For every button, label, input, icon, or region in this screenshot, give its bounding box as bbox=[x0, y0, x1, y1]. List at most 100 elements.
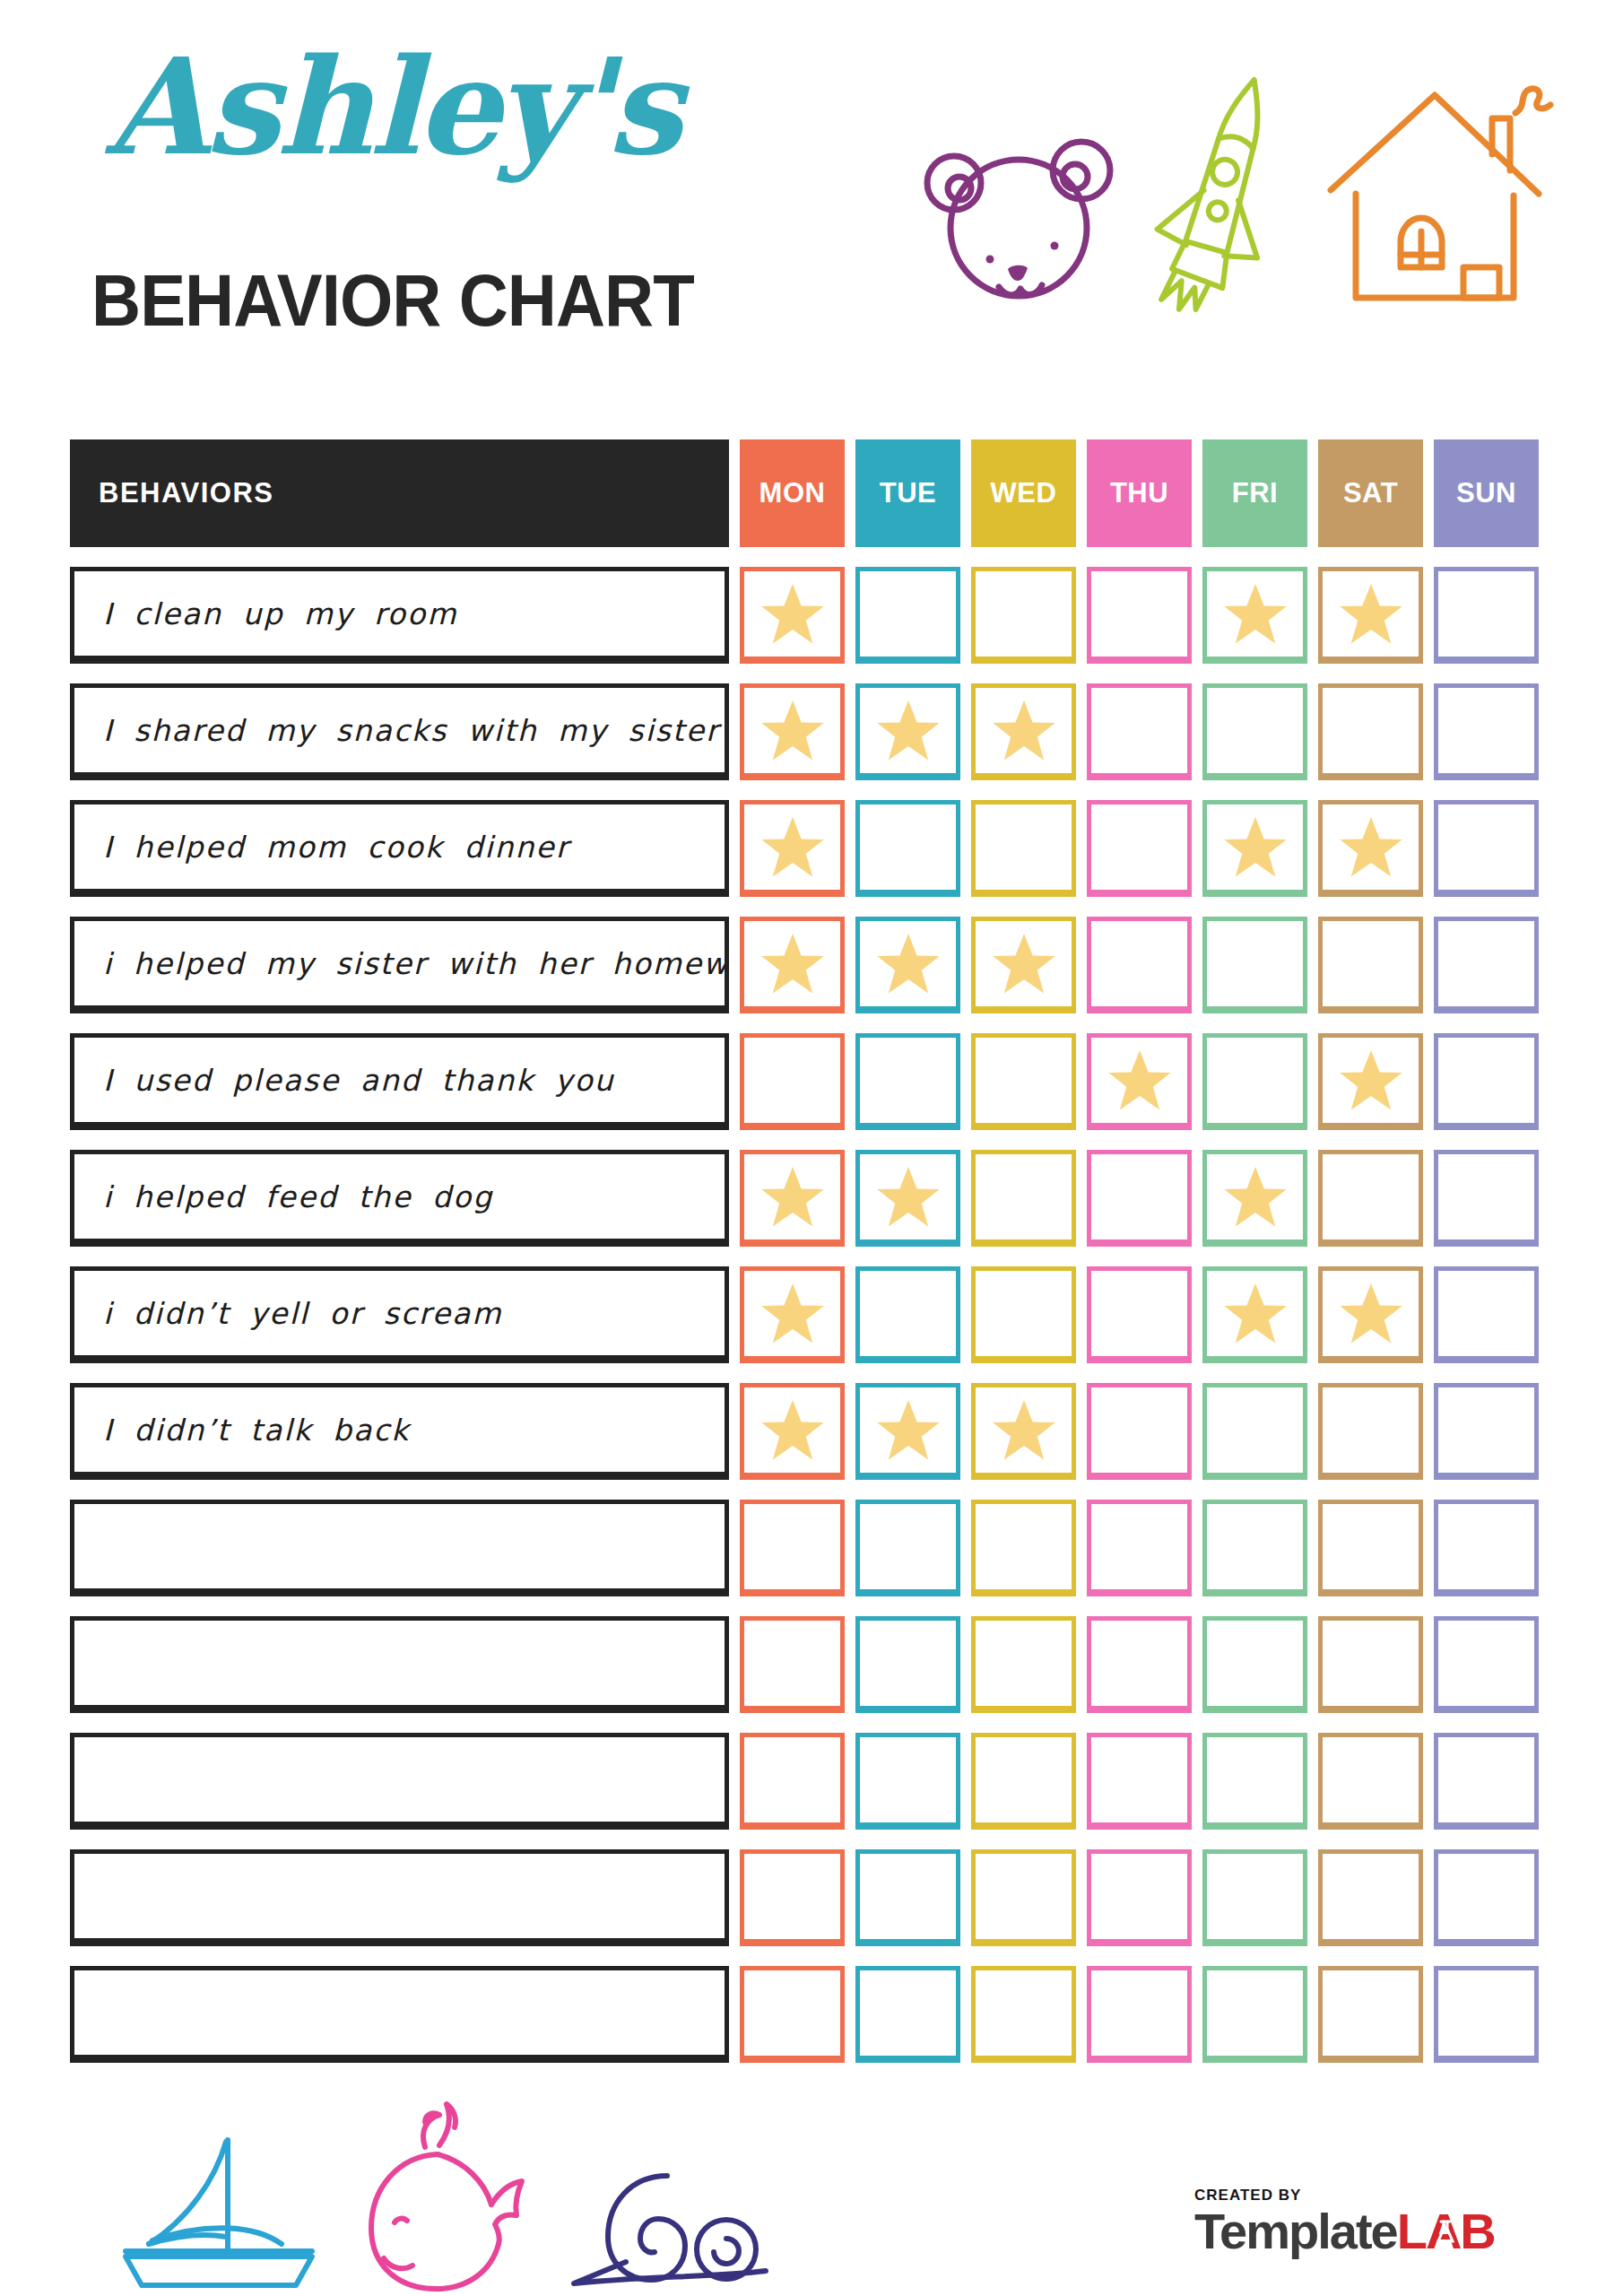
star-cell-tue-row-8[interactable] bbox=[855, 1383, 960, 1480]
star-icon bbox=[759, 814, 826, 881]
star-cell-mon-row-1[interactable] bbox=[740, 567, 845, 664]
star-cell-tue-row-13[interactable] bbox=[855, 1966, 960, 2063]
star-cell-fri-row-2[interactable] bbox=[1202, 683, 1307, 780]
star-cell-tue-row-9[interactable] bbox=[855, 1500, 960, 1596]
star-cell-fri-row-5[interactable] bbox=[1202, 1033, 1307, 1130]
star-cell-thu-row-9[interactable] bbox=[1087, 1500, 1192, 1596]
star-cell-thu-row-11[interactable] bbox=[1087, 1733, 1192, 1830]
star-cell-fri-row-3[interactable] bbox=[1202, 800, 1307, 897]
star-cell-sun-row-1[interactable] bbox=[1434, 567, 1539, 664]
star-cell-wed-row-13[interactable] bbox=[971, 1966, 1076, 2063]
star-cell-mon-row-8[interactable] bbox=[740, 1383, 845, 1480]
star-cell-fri-row-1[interactable] bbox=[1202, 567, 1307, 664]
star-cell-tue-row-3[interactable] bbox=[855, 800, 960, 897]
behavior-label-row-1: I clean up my room bbox=[70, 567, 729, 664]
star-cell-thu-row-5[interactable] bbox=[1087, 1033, 1192, 1130]
star-cell-tue-row-4[interactable] bbox=[855, 917, 960, 1013]
star-cell-fri-row-11[interactable] bbox=[1202, 1733, 1307, 1830]
star-cell-mon-row-12[interactable] bbox=[740, 1849, 845, 1946]
star-cell-tue-row-2[interactable] bbox=[855, 683, 960, 780]
star-cell-thu-row-4[interactable] bbox=[1087, 917, 1192, 1013]
star-cell-sun-row-12[interactable] bbox=[1434, 1849, 1539, 1946]
star-cell-tue-row-5[interactable] bbox=[855, 1033, 960, 1130]
star-cell-sun-row-7[interactable] bbox=[1434, 1266, 1539, 1363]
star-cell-tue-row-1[interactable] bbox=[855, 567, 960, 664]
star-cell-wed-row-9[interactable] bbox=[971, 1500, 1076, 1596]
behavior-label-row-2: I shared my snacks with my sister bbox=[70, 683, 729, 780]
star-cell-sat-row-6[interactable] bbox=[1318, 1150, 1423, 1247]
star-cell-sat-row-1[interactable] bbox=[1318, 567, 1423, 664]
star-cell-mon-row-13[interactable] bbox=[740, 1966, 845, 2063]
star-cell-mon-row-3[interactable] bbox=[740, 800, 845, 897]
star-cell-fri-row-13[interactable] bbox=[1202, 1966, 1307, 2063]
star-cell-sat-row-8[interactable] bbox=[1318, 1383, 1423, 1480]
star-cell-sun-row-8[interactable] bbox=[1434, 1383, 1539, 1480]
star-cell-sat-row-9[interactable] bbox=[1318, 1500, 1423, 1596]
star-cell-wed-row-4[interactable] bbox=[971, 917, 1076, 1013]
star-cell-fri-row-12[interactable] bbox=[1202, 1849, 1307, 1946]
star-cell-mon-row-7[interactable] bbox=[740, 1266, 845, 1363]
page-title: BEHAVIOR CHART bbox=[91, 258, 694, 343]
star-cell-thu-row-3[interactable] bbox=[1087, 800, 1192, 897]
star-cell-thu-row-10[interactable] bbox=[1087, 1616, 1192, 1713]
star-cell-tue-row-6[interactable] bbox=[855, 1150, 960, 1247]
star-icon bbox=[1222, 1281, 1289, 1347]
rocket-icon bbox=[1141, 70, 1316, 319]
star-cell-sun-row-2[interactable] bbox=[1434, 683, 1539, 780]
star-cell-thu-row-13[interactable] bbox=[1087, 1966, 1192, 2063]
star-cell-sat-row-3[interactable] bbox=[1318, 800, 1423, 897]
star-cell-wed-row-6[interactable] bbox=[971, 1150, 1076, 1247]
star-cell-fri-row-4[interactable] bbox=[1202, 917, 1307, 1013]
star-cell-wed-row-10[interactable] bbox=[971, 1616, 1076, 1713]
star-cell-fri-row-7[interactable] bbox=[1202, 1266, 1307, 1363]
star-cell-thu-row-6[interactable] bbox=[1087, 1150, 1192, 1247]
star-icon bbox=[875, 1164, 942, 1231]
star-cell-mon-row-5[interactable] bbox=[740, 1033, 845, 1130]
star-cell-sat-row-12[interactable] bbox=[1318, 1849, 1423, 1946]
star-cell-wed-row-12[interactable] bbox=[971, 1849, 1076, 1946]
star-cell-mon-row-9[interactable] bbox=[740, 1500, 845, 1596]
star-cell-sun-row-11[interactable] bbox=[1434, 1733, 1539, 1830]
star-cell-mon-row-10[interactable] bbox=[740, 1616, 845, 1713]
day-header-wed: WED bbox=[971, 439, 1076, 547]
star-cell-mon-row-11[interactable] bbox=[740, 1733, 845, 1830]
star-cell-sun-row-3[interactable] bbox=[1434, 800, 1539, 897]
star-cell-wed-row-11[interactable] bbox=[971, 1733, 1076, 1830]
star-cell-mon-row-4[interactable] bbox=[740, 917, 845, 1013]
star-cell-fri-row-10[interactable] bbox=[1202, 1616, 1307, 1713]
star-cell-tue-row-11[interactable] bbox=[855, 1733, 960, 1830]
star-cell-sat-row-4[interactable] bbox=[1318, 917, 1423, 1013]
star-cell-thu-row-7[interactable] bbox=[1087, 1266, 1192, 1363]
star-cell-fri-row-8[interactable] bbox=[1202, 1383, 1307, 1480]
star-cell-wed-row-7[interactable] bbox=[971, 1266, 1076, 1363]
star-icon bbox=[1338, 1048, 1404, 1114]
star-cell-sat-row-13[interactable] bbox=[1318, 1966, 1423, 2063]
star-cell-thu-row-8[interactable] bbox=[1087, 1383, 1192, 1480]
star-cell-wed-row-2[interactable] bbox=[971, 683, 1076, 780]
star-cell-wed-row-1[interactable] bbox=[971, 567, 1076, 664]
star-cell-fri-row-6[interactable] bbox=[1202, 1150, 1307, 1247]
star-cell-sun-row-6[interactable] bbox=[1434, 1150, 1539, 1247]
star-cell-tue-row-7[interactable] bbox=[855, 1266, 960, 1363]
star-cell-sat-row-2[interactable] bbox=[1318, 683, 1423, 780]
star-cell-sun-row-13[interactable] bbox=[1434, 1966, 1539, 2063]
star-cell-sat-row-11[interactable] bbox=[1318, 1733, 1423, 1830]
star-cell-thu-row-2[interactable] bbox=[1087, 683, 1192, 780]
star-cell-mon-row-6[interactable] bbox=[740, 1150, 845, 1247]
star-cell-sun-row-5[interactable] bbox=[1434, 1033, 1539, 1130]
star-cell-thu-row-12[interactable] bbox=[1087, 1849, 1192, 1946]
star-cell-sat-row-5[interactable] bbox=[1318, 1033, 1423, 1130]
star-cell-wed-row-8[interactable] bbox=[971, 1383, 1076, 1480]
star-cell-sat-row-7[interactable] bbox=[1318, 1266, 1423, 1363]
star-cell-sun-row-10[interactable] bbox=[1434, 1616, 1539, 1713]
star-cell-wed-row-5[interactable] bbox=[971, 1033, 1076, 1130]
star-cell-sun-row-4[interactable] bbox=[1434, 917, 1539, 1013]
star-cell-tue-row-10[interactable] bbox=[855, 1616, 960, 1713]
star-cell-sun-row-9[interactable] bbox=[1434, 1500, 1539, 1596]
star-cell-fri-row-9[interactable] bbox=[1202, 1500, 1307, 1596]
star-cell-mon-row-2[interactable] bbox=[740, 683, 845, 780]
star-cell-sat-row-10[interactable] bbox=[1318, 1616, 1423, 1713]
star-cell-tue-row-12[interactable] bbox=[855, 1849, 960, 1946]
star-cell-wed-row-3[interactable] bbox=[971, 800, 1076, 897]
star-cell-thu-row-1[interactable] bbox=[1087, 567, 1192, 664]
